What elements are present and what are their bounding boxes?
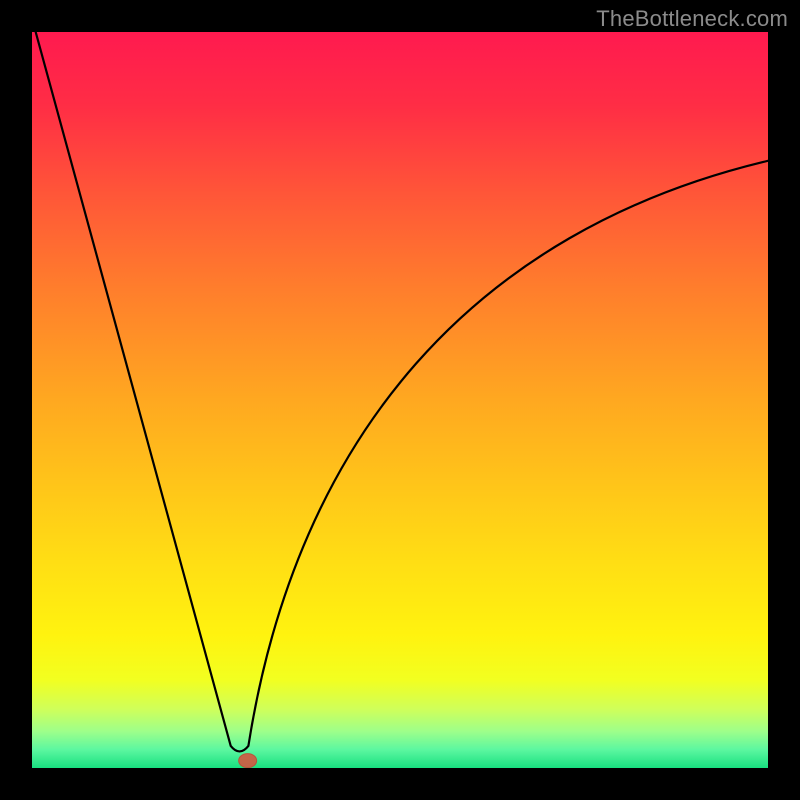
bottleneck-curve-chart: [32, 32, 768, 768]
gradient-background: [32, 32, 768, 768]
chart-canvas: TheBottleneck.com: [0, 0, 800, 800]
watermark-text: TheBottleneck.com: [596, 6, 788, 32]
plot-area: [32, 32, 768, 768]
optimum-marker: [239, 754, 257, 768]
